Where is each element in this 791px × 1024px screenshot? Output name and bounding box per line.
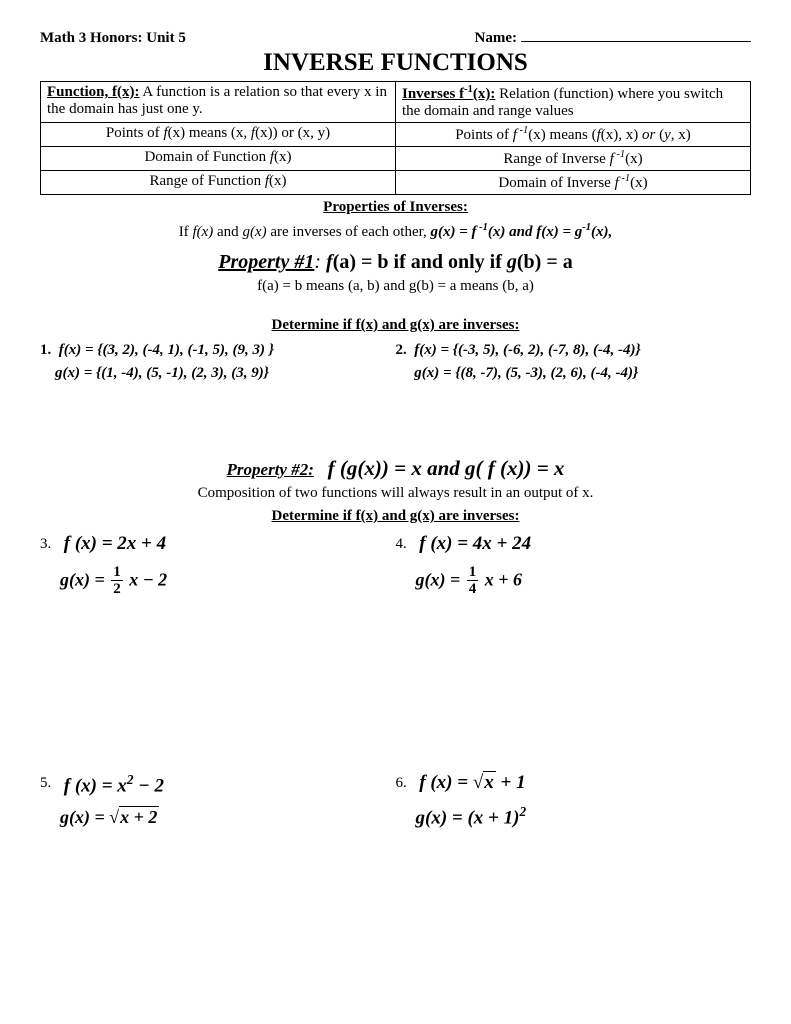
problem-4: 4. f (x) = 4x + 24 g(x) = 14 x + 6	[396, 533, 752, 598]
name-line	[521, 41, 751, 42]
def-cell: Domain of Inverse f -1(x)	[396, 171, 751, 195]
problem-5: 5. f (x) = x2 − 2 g(x) = x + 2	[40, 772, 396, 829]
course-label: Math 3 Honors: Unit 5	[40, 30, 186, 47]
def-cell: Points of f -1(x) means (f(x), x) or (y,…	[396, 123, 751, 147]
g-equation: g(x) = x + 2	[60, 807, 396, 828]
property-2: Property #2: f (g(x)) = x and g( f (x)) …	[40, 456, 751, 481]
def-cell: Range of Inverse f -1(x)	[396, 147, 751, 171]
g-equation: g(x) = 14 x + 6	[416, 565, 752, 598]
name-field: Name:	[475, 30, 751, 47]
header: Math 3 Honors: Unit 5 Name:	[40, 30, 751, 47]
problem-6: 6. f (x) = x + 1 g(x) = (x + 1)2	[396, 772, 752, 829]
problem-row: 1. f(x) = {(3, 2), (-4, 1), (-1, 5), (9,…	[40, 342, 751, 382]
page-title: INVERSE FUNCTIONS	[40, 49, 751, 77]
property-1: Property #1: f(a) = b if and only if g(b…	[40, 251, 751, 274]
def-cell: Range of Function f(x)	[41, 171, 396, 195]
def-cell: Inverses f-1(x): Relation (function) whe…	[396, 82, 751, 123]
def-cell: Points of f(x) means (x, f(x)) or (x, y)	[41, 123, 396, 147]
problem-row: 3. f (x) = 2x + 4 g(x) = 12 x − 2 4. f (…	[40, 533, 751, 598]
composition-text: Composition of two functions will always…	[40, 485, 751, 502]
problem-3: 3. f (x) = 2x + 4 g(x) = 12 x − 2	[40, 533, 396, 598]
definition-table: Function, f(x): A function is a relation…	[40, 81, 751, 195]
determine-heading: Determine if f(x) and g(x) are inverses:	[40, 317, 751, 334]
properties-heading: Properties of Inverses:	[40, 199, 751, 216]
g-equation: g(x) = 12 x − 2	[60, 565, 396, 598]
g-equation: g(x) = (x + 1)2	[416, 804, 752, 829]
problem-1: 1. f(x) = {(3, 2), (-4, 1), (-1, 5), (9,…	[40, 342, 396, 382]
inverse-statement: If f(x) and g(x) are inverses of each ot…	[40, 222, 751, 241]
def-cell: Function, f(x): A function is a relation…	[41, 82, 396, 123]
problem-2: 2. f(x) = {(-3, 5), (-6, 2), (-7, 8), (-…	[396, 342, 752, 382]
determine-heading-2: Determine if f(x) and g(x) are inverses:	[40, 508, 751, 525]
def-cell: Domain of Function f(x)	[41, 147, 396, 171]
property-1-sub: f(a) = b means (a, b) and g(b) = a means…	[40, 278, 751, 295]
workspace	[40, 612, 751, 772]
problem-row: 5. f (x) = x2 − 2 g(x) = x + 2 6. f (x) …	[40, 772, 751, 829]
workspace	[40, 386, 751, 456]
